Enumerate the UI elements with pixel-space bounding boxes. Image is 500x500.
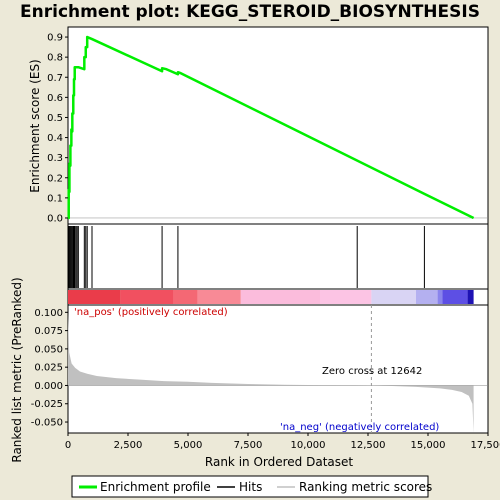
legend-metric-label: Ranking metric scores [299, 480, 432, 494]
axes: 0.0 0.1 0.2 0.3 0.4 0.5 0.6 0.7 0.8 0.9 0.100 0.075… [31, 33, 500, 451]
enrichment-profile [67, 35, 488, 220]
color-bar-segment-8 [437, 290, 443, 304]
correlation-color-bar [68, 290, 474, 304]
legend-box [71, 475, 429, 498]
x-tick-label-3: 7,500 [234, 440, 263, 451]
color-bar-segment-10 [467, 290, 474, 304]
x-tick-label-7: 17,500 [471, 440, 500, 451]
hits-panel [67, 223, 489, 290]
x-tick-label-4: 10,000 [291, 440, 326, 451]
metric-y-tick-label-5: -0.025 [31, 399, 63, 410]
legend: Enrichment profile Hits Ranking metric s… [71, 475, 432, 498]
negative-correlation-label: 'na_neg' (negatively correlated) [280, 422, 439, 433]
color-bar-segment-0 [68, 290, 121, 304]
color-bar-segment-5 [320, 290, 372, 304]
legend-hits-label: Hits [239, 480, 262, 494]
ranking-metric-area [68, 305, 488, 433]
es-y-tick-label-2: 0.2 [47, 173, 63, 184]
x-axis-label: Rank in Ordered Dataset [205, 455, 353, 469]
x-tick-label-2: 5,000 [174, 440, 203, 451]
metric-y-axis-label: Ranked list metric (PreRanked) [10, 277, 24, 462]
es-y-tick-label-9: 0.9 [47, 33, 63, 44]
es-y-tick-label-4: 0.4 [47, 133, 63, 144]
x-tick-label-5: 12,500 [351, 440, 386, 451]
x-tick-label-0: 0 [65, 440, 71, 451]
color-bar-segment-3 [197, 290, 241, 304]
es-y-tick-label-7: 0.7 [47, 73, 63, 84]
es-y-tick-label-3: 0.3 [47, 153, 63, 164]
x-tick-label-1: 2,500 [114, 440, 143, 451]
color-bar-segment-9 [442, 290, 468, 304]
metric-y-tick-label-4: 0.000 [34, 381, 63, 392]
color-bar-segment-4 [240, 290, 320, 304]
es-y-tick-label-6: 0.6 [47, 93, 63, 104]
metric-y-tick-label-1: 0.075 [34, 326, 63, 337]
chart-title: Enrichment plot: KEGG_STEROID_BIOSYNTHES… [20, 2, 480, 22]
metric-y-tick-label-6: -0.050 [31, 418, 63, 429]
enrichment-profile-line [67, 35, 475, 220]
positive-correlation-label: 'na_pos' (positively correlated) [74, 307, 228, 318]
zero-cross-label: Zero cross at 12642 [322, 366, 422, 377]
es-y-axis-label: Enrichment score (ES) [28, 59, 42, 192]
color-bar-segment-7 [416, 290, 438, 304]
es-y-tick-label-1: 0.1 [47, 193, 63, 204]
metric-panel [67, 304, 489, 434]
es-y-tick-label-5: 0.5 [47, 113, 63, 124]
x-tick-label-6: 15,000 [411, 440, 446, 451]
es-y-tick-label-8: 0.8 [47, 53, 63, 64]
color-bar-segment-1 [120, 290, 174, 304]
metric-y-tick-label-3: 0.025 [34, 363, 63, 374]
color-bar-segment-2 [173, 290, 198, 304]
color-bar-segment-6 [371, 290, 416, 304]
legend-enrichment-label: Enrichment profile [100, 480, 211, 494]
hit-markers [68, 226, 425, 288]
metric-y-tick-label-0: 0.100 [34, 308, 63, 319]
es-y-tick-label-0: 0.0 [47, 213, 63, 224]
metric-y-tick-label-2: 0.050 [34, 344, 63, 355]
